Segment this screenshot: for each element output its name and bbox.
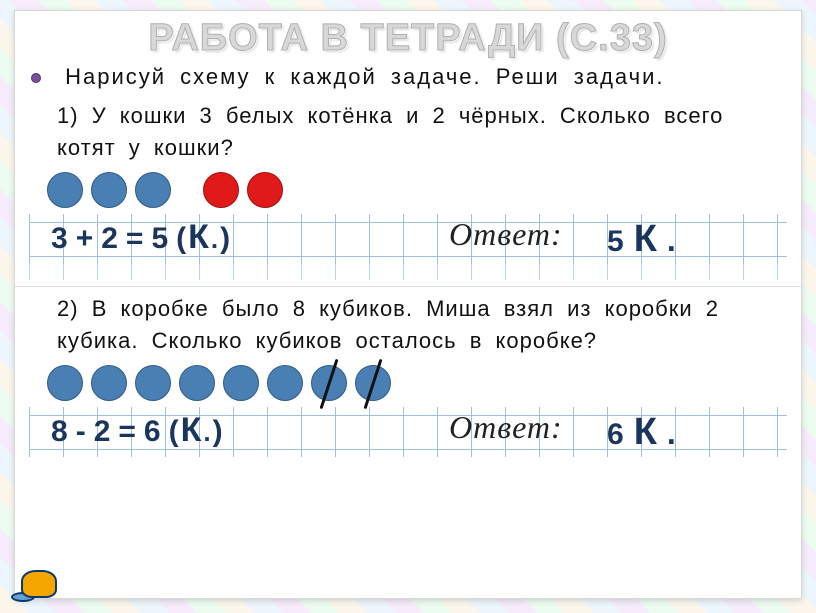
- problem-1-text: 1) У кошки 3 белых котёнка и 2 чёрных. С…: [57, 100, 785, 164]
- eq-result: 5: [151, 222, 170, 256]
- worksheet-page: РАБОТА В ТЕТРАДИ (С.33) Нарисуй схему к …: [14, 10, 802, 599]
- problem-number: 1): [57, 103, 79, 128]
- strike-icon: [320, 358, 339, 408]
- eq-eq: =: [118, 415, 138, 449]
- answer-label-2: Ответ:: [449, 409, 563, 446]
- cartoon-icon: [9, 546, 73, 602]
- eq-unit: (К.): [176, 218, 232, 257]
- answer-num: 5: [607, 225, 624, 259]
- instruction-line: Нарисуй схему к каждой задаче. Реши зада…: [31, 64, 785, 90]
- eq-b: 2: [101, 222, 120, 256]
- grid-ticks: [29, 262, 787, 280]
- separator: [15, 286, 801, 287]
- eq-b: 2: [94, 415, 113, 449]
- answer-num: 6: [607, 418, 624, 452]
- eq-unit: (К.): [169, 411, 225, 450]
- strike-icon: [364, 358, 383, 408]
- schema-circle: [135, 365, 171, 401]
- schema-circle: [267, 365, 303, 401]
- answer-unit-dot: .: [667, 222, 676, 259]
- answer-unit-k: К: [634, 411, 657, 454]
- schema-circle: [355, 365, 391, 401]
- problem-body: У кошки 3 белых котёнка и 2 чёрных. Скол…: [57, 103, 723, 160]
- schema-circle: [135, 172, 171, 208]
- schema-circle: [179, 365, 215, 401]
- eq-op: -: [76, 415, 88, 449]
- answer-unit-k: К: [634, 218, 657, 261]
- schema-circle: [91, 172, 127, 208]
- schema-circle: [203, 172, 239, 208]
- answer-value-1: 5 К.: [607, 218, 676, 261]
- schema-circle: [47, 172, 83, 208]
- problem-body: В коробке было 8 кубиков. Миша взял из к…: [57, 296, 719, 353]
- problem-number: 2): [57, 296, 79, 321]
- equation-row-2: 8 - 2 = 6 (К.) Ответ: 6 К.: [29, 407, 787, 457]
- eq-a: 8: [51, 415, 70, 449]
- instruction-text: Нарисуй схему к каждой задаче. Реши зада…: [65, 64, 664, 89]
- schema-circle: [311, 365, 347, 401]
- schema-circle: [223, 365, 259, 401]
- problem-2-text: 2) В коробке было 8 кубиков. Миша взял и…: [57, 293, 785, 357]
- eq-a: 3: [51, 222, 70, 256]
- schema-circle: [47, 365, 83, 401]
- answer-value-2: 6 К.: [607, 411, 676, 454]
- schema-circle: [247, 172, 283, 208]
- answer-unit-dot: .: [667, 415, 676, 452]
- answer-label-1: Ответ:: [449, 216, 563, 253]
- schema-row-1: [47, 172, 787, 208]
- equation-row-1: 3 + 2 = 5 (К.) Ответ: 5 К.: [29, 214, 787, 264]
- schema-row-2: [47, 365, 787, 401]
- eq-eq: =: [126, 222, 146, 256]
- page-title: РАБОТА В ТЕТРАДИ (С.33): [29, 17, 787, 60]
- equation-2: 8 - 2 = 6 (К.): [51, 411, 225, 450]
- eq-op: +: [76, 222, 96, 256]
- schema-circle: [91, 365, 127, 401]
- eq-result: 6: [144, 415, 163, 449]
- equation-1: 3 + 2 = 5 (К.): [51, 218, 232, 257]
- bullet-icon: [31, 73, 41, 83]
